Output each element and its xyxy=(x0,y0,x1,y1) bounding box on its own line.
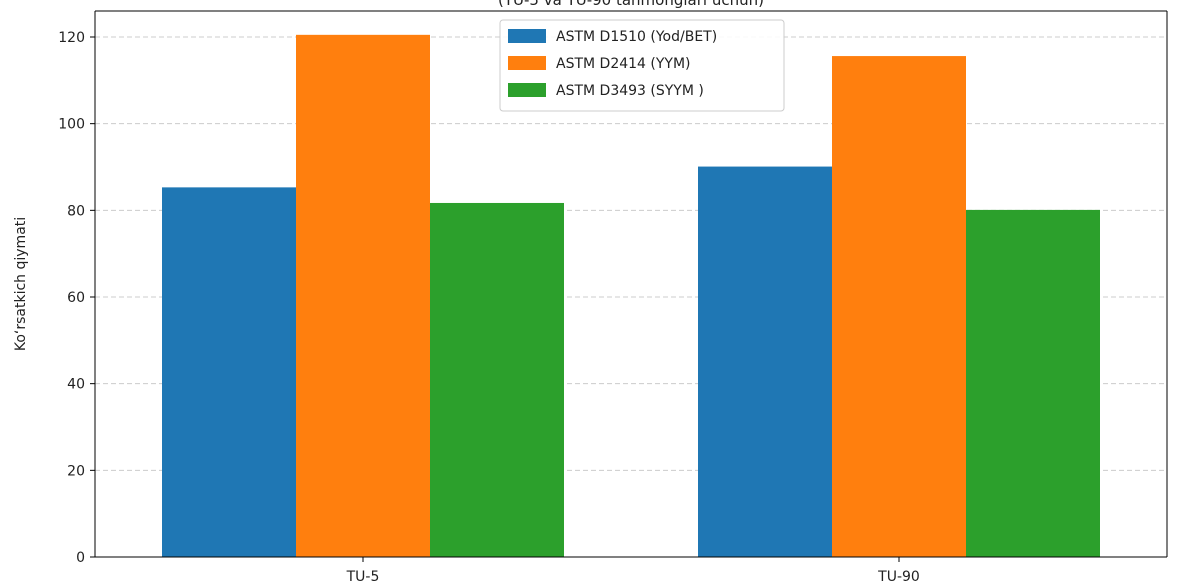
y-tick-label: 120 xyxy=(58,30,85,46)
legend-label: ASTM D1510 (Yod/BET) xyxy=(556,29,717,45)
y-axis-label: Ko‘rsatkich qiymati xyxy=(13,217,29,351)
legend: ASTM D1510 (Yod/BET) ASTM D2414 (YYM) ASTM… xyxy=(499,19,785,112)
legend-label: ASTM D3493 (SYYM ) xyxy=(556,83,704,99)
y-tick-label: 0 xyxy=(76,550,85,566)
bars xyxy=(162,34,1100,558)
y-tick-label: 60 xyxy=(67,290,85,306)
x-tick-label: TU-90 xyxy=(877,569,920,585)
legend-box xyxy=(499,19,785,112)
axes xyxy=(94,10,1168,558)
y-tick-label: 40 xyxy=(67,377,85,393)
y-ticks: 0 20 40 60 80 100 120 xyxy=(58,30,95,566)
bar xyxy=(832,56,966,558)
x-ticks: TU-5 TU-90 xyxy=(346,557,920,585)
legend-label: ASTM D2414 (YYM) xyxy=(556,56,691,72)
x-tick-label: TU-5 xyxy=(346,569,380,585)
y-tick-label: 100 xyxy=(58,117,85,133)
y-tick-label: 20 xyxy=(67,463,85,479)
legend-swatch xyxy=(508,29,546,43)
bar xyxy=(162,187,296,557)
legend-swatch xyxy=(508,83,546,97)
bar xyxy=(698,166,832,558)
chart-title: (TU-5 va TU-90 tanmonglari uchun) xyxy=(498,0,764,9)
bar xyxy=(430,202,564,557)
bar xyxy=(966,209,1100,557)
bar xyxy=(296,34,430,558)
legend-swatch xyxy=(508,56,546,70)
y-tick-label: 80 xyxy=(67,203,85,219)
